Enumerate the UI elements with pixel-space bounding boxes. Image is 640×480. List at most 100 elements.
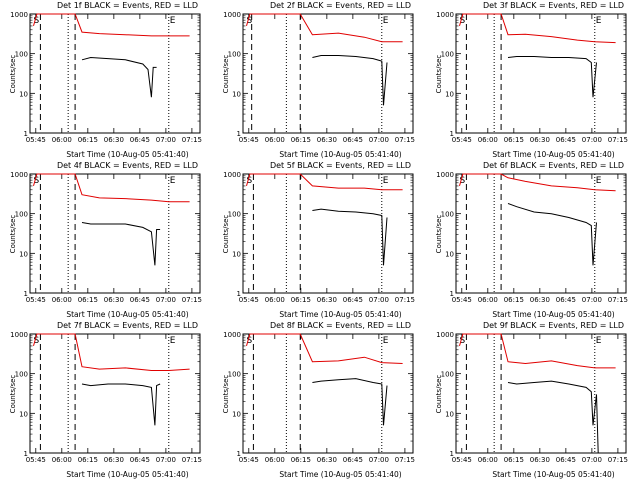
end-marker: E	[596, 336, 602, 346]
start-marker: S	[246, 176, 252, 186]
x-tick-label: 06:30	[317, 136, 337, 144]
x-tick-label: 05:45	[26, 136, 46, 144]
start-marker: S	[459, 16, 465, 26]
series-events-line	[81, 222, 161, 266]
chart-title: Det 4f BLACK = Events, RED = LLD	[56, 161, 199, 170]
y-tick-label: 1	[237, 130, 241, 138]
x-axis-label: Start Time (10-Aug-05 05:41:40)	[492, 310, 615, 319]
x-tick-label: 07:00	[582, 136, 602, 144]
x-tick-label: 05:45	[26, 296, 46, 304]
y-tick-label: 1000	[436, 171, 454, 179]
x-tick-label: 06:00	[265, 136, 285, 144]
plot-frame	[29, 333, 201, 454]
x-tick-label: 07:00	[156, 296, 176, 304]
x-tick-label: 07:15	[182, 136, 202, 144]
series-lld-line	[459, 13, 616, 44]
y-tick-label: 1000	[10, 331, 28, 339]
chart-panel-5: Det 5f BLACK = Events, RED = LLD Start Ti…	[213, 160, 426, 320]
x-tick-label: 07:00	[369, 136, 389, 144]
x-tick-label: 06:00	[478, 296, 498, 304]
y-tick-label: 1000	[10, 171, 28, 179]
x-tick-label: 06:30	[104, 456, 124, 464]
end-marker: E	[170, 336, 176, 346]
x-axis-label: Start Time (10-Aug-05 05:41:40)	[66, 470, 189, 479]
series-events-line	[312, 208, 388, 266]
series-events-line	[81, 56, 157, 98]
end-marker: E	[170, 176, 176, 186]
y-tick-label: 1000	[223, 331, 241, 339]
y-tick-label: 10	[232, 90, 241, 98]
chart-panel-6: Det 6f BLACK = Events, RED = LLD Start Ti…	[426, 160, 639, 320]
chart-title: Det 9f BLACK = Events, RED = LLD	[482, 321, 625, 330]
chart-svg: 1 10 100 1000 05:45 06:00 06:15 06:30 06:45 07:00…	[10, 331, 202, 464]
y-tick-label: 1	[450, 130, 454, 138]
x-axis-label: Start Time (10-Aug-05 05:41:40)	[66, 310, 189, 319]
series-events-line	[81, 383, 161, 426]
x-tick-label: 06:15	[291, 136, 311, 144]
end-marker: E	[170, 16, 176, 26]
y-tick-label: 10	[445, 250, 454, 258]
x-tick-label: 06:45	[130, 456, 150, 464]
start-marker: S	[246, 336, 252, 346]
chart-title: Det 1f BLACK = Events, RED = LLD	[56, 1, 199, 10]
series-lld-line	[33, 333, 190, 371]
x-tick-label: 07:15	[395, 136, 415, 144]
x-tick-label: 06:15	[504, 456, 524, 464]
plot-frame	[455, 173, 627, 294]
y-tick-label: 100	[441, 371, 454, 379]
start-marker: S	[246, 16, 252, 26]
start-marker: S	[459, 336, 465, 346]
series-lld-line	[459, 333, 616, 369]
start-marker: S	[33, 16, 39, 26]
y-tick-label: 10	[232, 410, 241, 418]
x-tick-label: 06:30	[530, 296, 550, 304]
chart-svg: 1 10 100 1000 05:45 06:00 06:15 06:30 06:45 07:00…	[223, 11, 415, 144]
x-tick-label: 06:45	[343, 456, 363, 464]
y-tick-label: 100	[441, 51, 454, 59]
chart-svg: 1 10 100 1000 05:45 06:00 06:15 06:30 06:45 07:00…	[436, 331, 628, 464]
x-tick-label: 07:15	[608, 296, 628, 304]
x-tick-label: 06:00	[52, 296, 72, 304]
y-tick-label: 1000	[223, 171, 241, 179]
x-axis-label: Start Time (10-Aug-05 05:41:40)	[279, 150, 402, 159]
plot-frame	[242, 13, 414, 134]
series-events-line	[312, 378, 388, 426]
x-tick-label: 05:45	[452, 456, 472, 464]
x-tick-label: 05:45	[239, 456, 259, 464]
chart-title: Det 5f BLACK = Events, RED = LLD	[269, 161, 412, 170]
plot-frame	[242, 333, 414, 454]
chart-svg: 1 10 100 1000 05:45 06:00 06:15 06:30 06:45 07:00…	[436, 11, 628, 144]
chart-panel-1: Det 1f BLACK = Events, RED = LLD Start Ti…	[0, 0, 213, 160]
x-tick-label: 06:30	[104, 136, 124, 144]
y-tick-label: 1	[450, 290, 454, 298]
x-tick-label: 06:30	[530, 136, 550, 144]
y-tick-label: 10	[19, 250, 28, 258]
chart-panel-8: Det 8f BLACK = Events, RED = LLD Start Ti…	[213, 320, 426, 480]
y-tick-label: 1000	[436, 331, 454, 339]
x-tick-label: 06:15	[291, 296, 311, 304]
x-tick-label: 06:30	[317, 456, 337, 464]
x-tick-label: 06:15	[291, 456, 311, 464]
x-tick-label: 06:45	[130, 296, 150, 304]
x-tick-label: 06:30	[317, 296, 337, 304]
series-lld-line	[33, 173, 190, 203]
y-tick-label: 100	[228, 51, 241, 59]
chart-svg: 1 10 100 1000 05:45 06:00 06:15 06:30 06:45 07:00…	[10, 11, 202, 144]
x-tick-label: 06:00	[265, 456, 285, 464]
x-tick-label: 06:45	[556, 456, 576, 464]
x-tick-label: 05:45	[26, 456, 46, 464]
start-marker: S	[33, 336, 39, 346]
x-tick-label: 07:15	[395, 296, 415, 304]
x-tick-label: 06:00	[265, 296, 285, 304]
y-tick-label: 10	[232, 250, 241, 258]
chart-title: Det 7f BLACK = Events, RED = LLD	[56, 321, 199, 330]
x-tick-label: 06:45	[556, 136, 576, 144]
x-tick-label: 06:00	[52, 136, 72, 144]
end-marker: E	[596, 176, 602, 186]
x-tick-label: 07:00	[582, 456, 602, 464]
chart-title: Det 3f BLACK = Events, RED = LLD	[482, 1, 625, 10]
x-tick-label: 05:45	[239, 136, 259, 144]
x-tick-label: 06:15	[78, 456, 98, 464]
y-tick-label: 1	[237, 450, 241, 458]
x-tick-label: 06:15	[504, 296, 524, 304]
